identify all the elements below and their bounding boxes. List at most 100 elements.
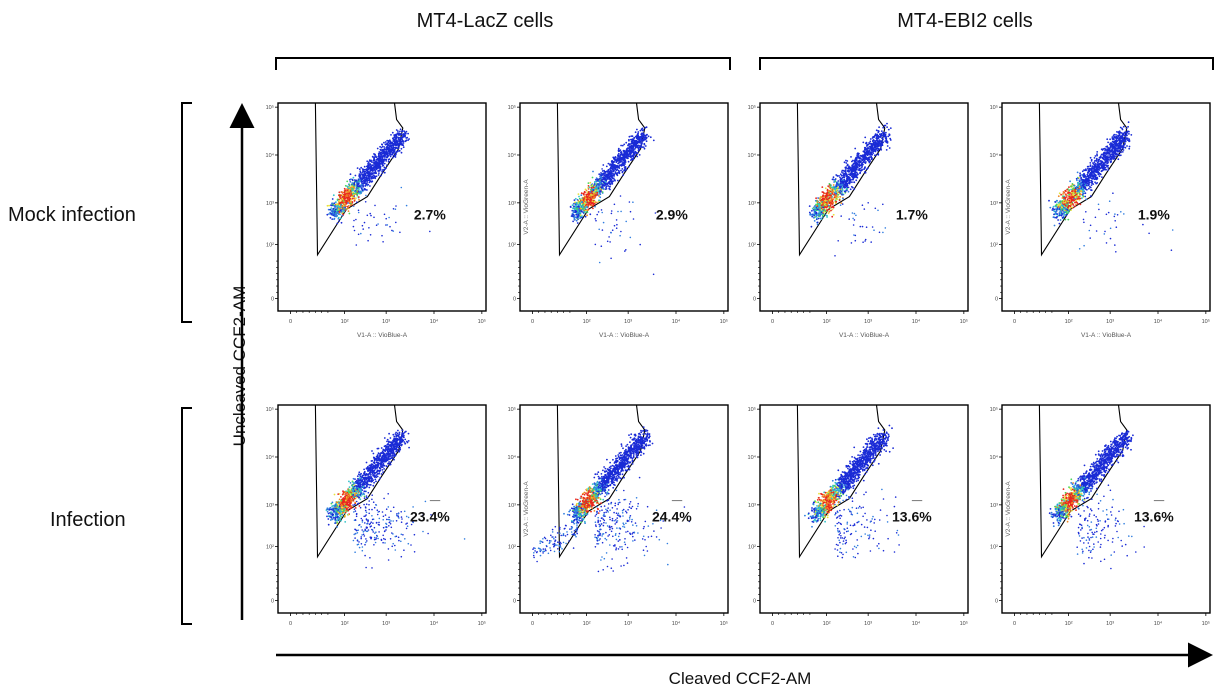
cleaved-event-dot	[882, 203, 884, 206]
event-dot	[375, 158, 378, 161]
event-dot	[381, 163, 384, 166]
event-dot	[380, 146, 383, 149]
event-dot	[331, 202, 334, 205]
event-dot	[640, 133, 643, 136]
event-dot	[351, 201, 354, 204]
cleaved-event-dot	[854, 234, 857, 237]
event-dot	[841, 192, 844, 195]
event-dot	[576, 215, 579, 218]
event-dot	[853, 188, 856, 191]
event-dot	[625, 168, 628, 171]
event-dot	[877, 131, 880, 134]
event-dot	[860, 166, 863, 169]
event-dot	[350, 193, 353, 195]
event-dot	[1079, 172, 1081, 175]
cleaved-event-dot	[877, 209, 879, 212]
event-dot	[400, 140, 403, 143]
x-tick-label: 10²	[341, 319, 349, 325]
event-dot	[401, 130, 403, 133]
event-dot	[614, 167, 617, 169]
event-dot	[869, 156, 872, 159]
event-dot	[842, 169, 845, 172]
event-dot	[623, 162, 626, 164]
event-dot	[839, 173, 842, 176]
event-dot	[623, 169, 626, 172]
event-dot	[594, 187, 597, 189]
event-dot	[329, 211, 332, 214]
event-dot	[826, 209, 828, 212]
event-dot	[638, 145, 641, 147]
event-dot	[391, 153, 394, 156]
event-dot	[396, 150, 399, 153]
event-dot	[605, 165, 608, 168]
y-tick-label: 0	[513, 297, 516, 303]
event-dot	[363, 180, 365, 183]
cleaved-event-dot	[595, 219, 597, 222]
event-dot	[356, 194, 359, 197]
event-dot	[328, 204, 330, 207]
cleaved-event-dot	[863, 208, 866, 210]
event-dot	[392, 140, 395, 142]
event-dot	[347, 197, 350, 199]
event-dot	[626, 154, 629, 157]
event-dot	[832, 205, 834, 208]
event-dot	[815, 212, 817, 215]
gate-percent-label: 1.7%	[896, 206, 928, 222]
event-dot	[588, 201, 591, 204]
cleaved-event-dot	[853, 234, 855, 236]
y-tick-label: 10⁴	[748, 152, 757, 159]
event-dot	[881, 137, 884, 140]
event-dot	[833, 193, 836, 196]
event-dot	[1075, 193, 1078, 196]
event-dot	[373, 153, 375, 155]
event-dot	[350, 203, 353, 206]
event-dot	[602, 176, 605, 179]
event-dot	[621, 154, 624, 157]
event-dot	[387, 140, 390, 143]
event-dot	[1085, 198, 1088, 201]
event-dot	[835, 200, 838, 203]
event-dot	[619, 155, 621, 158]
cleaved-event-dot	[853, 219, 856, 221]
x-tick-label: 10⁴	[672, 318, 681, 325]
event-dot	[632, 145, 635, 148]
event-dot	[844, 170, 847, 173]
event-dot	[870, 151, 873, 154]
event-dot	[1125, 127, 1128, 130]
y-tick-label: 10³	[266, 201, 274, 207]
y-tick-label: 10⁵	[508, 104, 516, 111]
event-dot	[828, 186, 831, 189]
event-dot	[391, 149, 393, 152]
event-dot	[612, 170, 615, 173]
event-dot	[349, 173, 352, 176]
event-dot	[828, 210, 831, 213]
event-dot	[821, 216, 824, 219]
x-tick-label: 0	[1013, 319, 1016, 325]
event-dot	[852, 165, 855, 168]
event-dot	[637, 134, 639, 137]
event-dot	[830, 189, 832, 191]
event-dot	[850, 175, 853, 178]
x-tick-label: 10⁴	[1154, 318, 1163, 325]
event-dot	[402, 146, 405, 149]
event-dot	[339, 213, 341, 216]
cleaved-event-dot	[878, 231, 881, 234]
event-dot	[1120, 151, 1122, 154]
event-dot	[823, 208, 826, 211]
cleaved-event-dot	[599, 181, 601, 184]
event-dot	[388, 147, 390, 150]
event-dot	[837, 186, 839, 189]
event-dot	[603, 184, 606, 187]
event-dot	[368, 159, 371, 162]
event-dot	[621, 170, 624, 173]
event-dot	[385, 158, 388, 161]
event-cloud	[326, 128, 431, 246]
panel-x-axis-title: V1-A :: VioBlue-A	[1081, 332, 1132, 339]
event-dot	[399, 130, 401, 133]
event-dot	[389, 155, 392, 158]
cleaved-event-dot	[613, 224, 616, 227]
event-dot	[609, 166, 612, 169]
event-dot	[333, 213, 335, 215]
cleaved-event-dot	[882, 231, 884, 234]
